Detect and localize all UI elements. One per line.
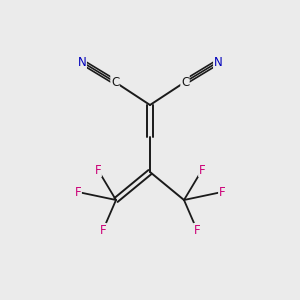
Text: C: C — [111, 76, 119, 88]
Text: F: F — [194, 224, 200, 236]
Text: F: F — [100, 224, 106, 236]
Text: C: C — [181, 76, 189, 88]
Text: F: F — [219, 185, 225, 199]
Text: N: N — [214, 56, 222, 68]
Text: N: N — [78, 56, 86, 68]
Text: F: F — [199, 164, 205, 176]
Text: F: F — [95, 164, 101, 176]
Text: F: F — [75, 185, 81, 199]
